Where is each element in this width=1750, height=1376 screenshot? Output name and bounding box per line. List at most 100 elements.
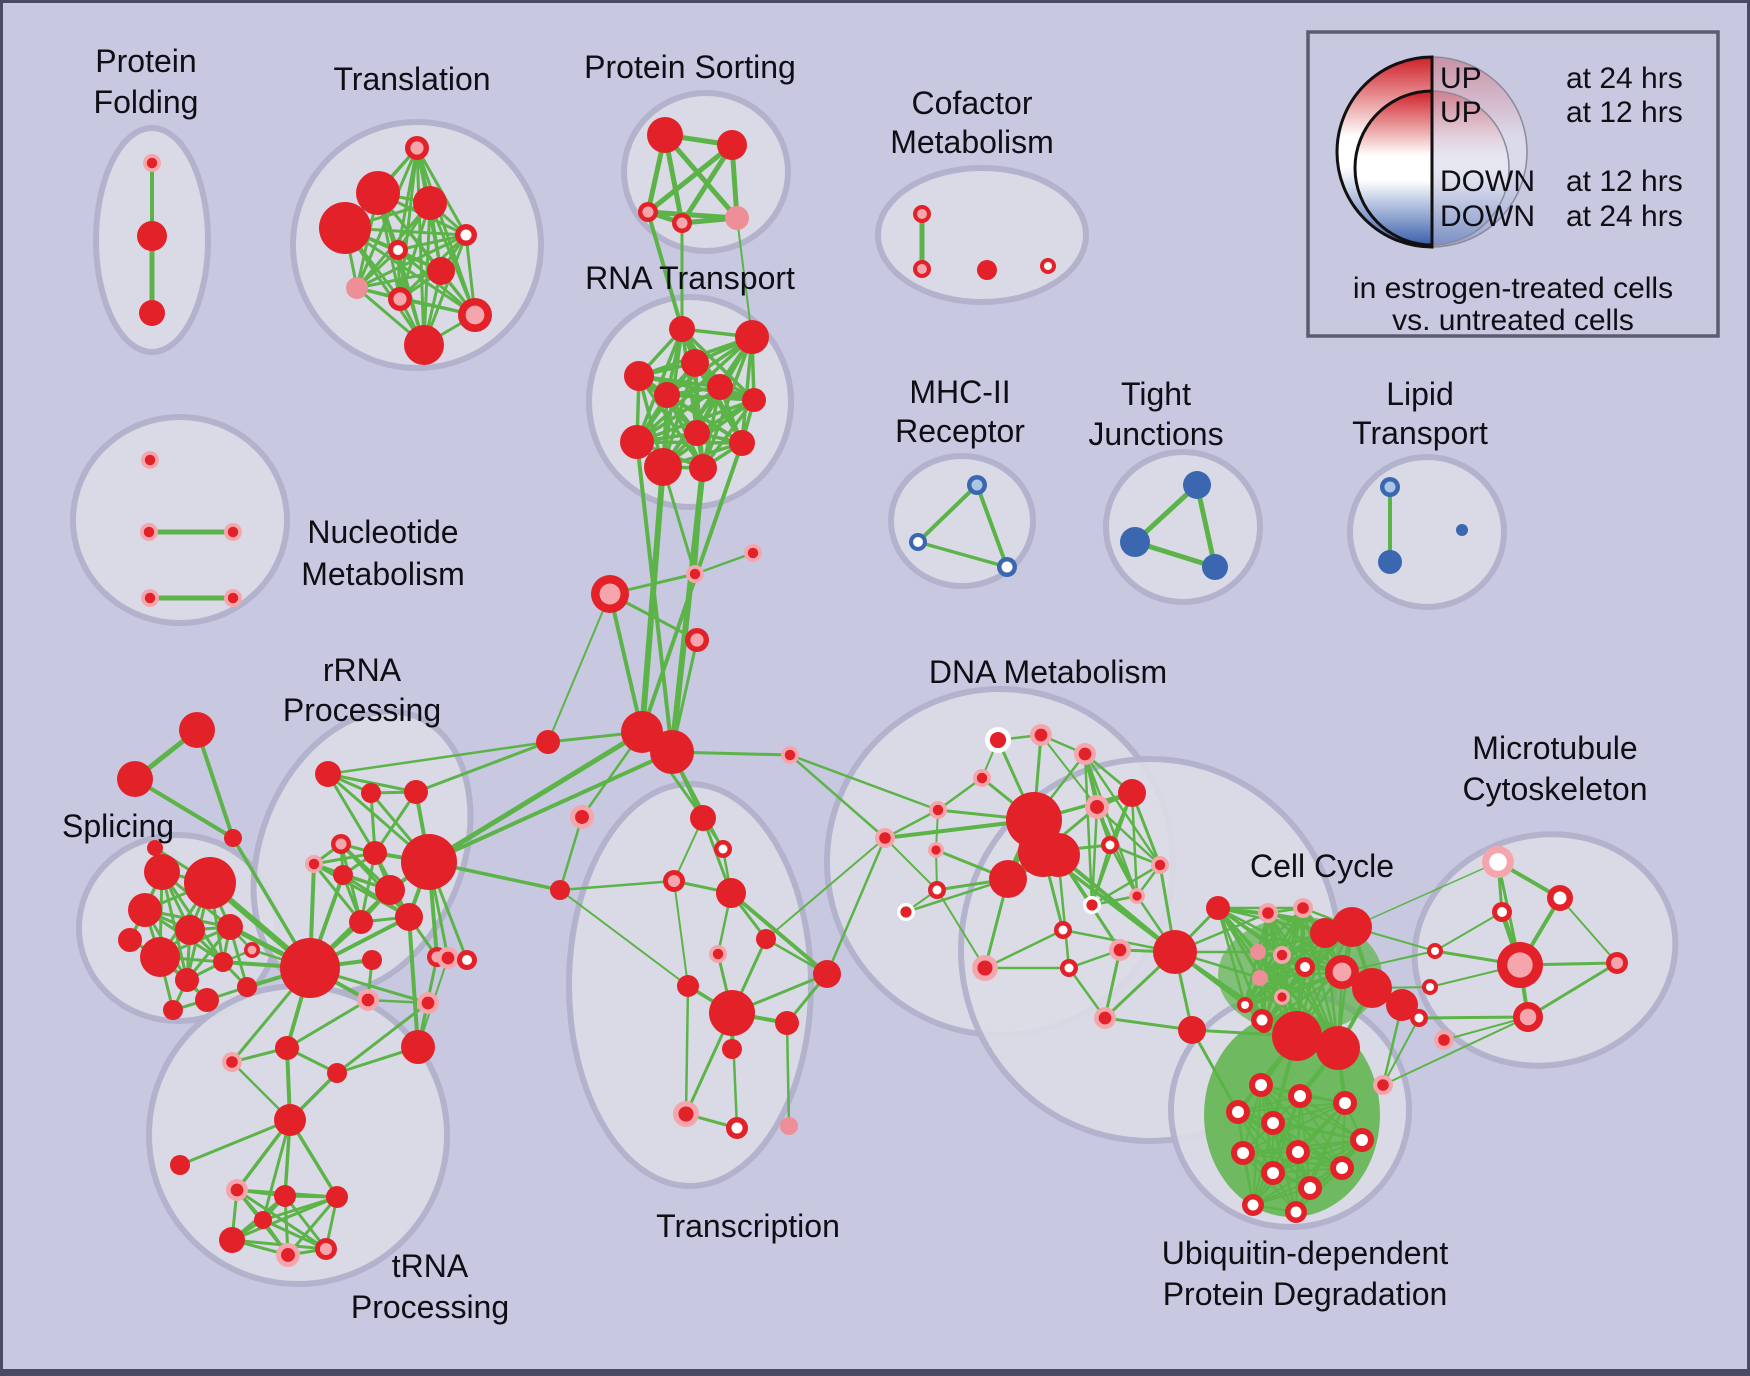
node-t5 (455, 224, 477, 246)
node-inner-u11 (1304, 1182, 1316, 1194)
node-k6 (1036, 833, 1080, 877)
edge-g9-x5 (426, 729, 645, 865)
node-outer-a2 (117, 761, 153, 797)
edge-s3-r1 (646, 210, 684, 331)
edge-x9-n7 (559, 889, 689, 987)
edge-b1-b2 (916, 483, 979, 544)
node-inner-u14 (1290, 1206, 1302, 1218)
node-d4 (973, 769, 991, 787)
cluster-label-microtubule-cytoskeleton-line1: Microtubule (1472, 730, 1637, 766)
node-m4 (1427, 943, 1443, 959)
node-pf2 (137, 221, 167, 251)
node-outer-g11 (395, 903, 423, 931)
node-inner-s4 (676, 217, 688, 229)
node-outer-p9 (118, 928, 142, 952)
node-g8 (375, 875, 405, 905)
node-outer-n1 (690, 805, 716, 831)
node-n3 (663, 870, 685, 892)
edge-x11-n5 (765, 837, 886, 940)
node-outer-k11 (1153, 930, 1197, 974)
node-outer-r8 (684, 420, 710, 446)
node-outer-k6 (1036, 833, 1080, 877)
edge-r1-r6 (680, 327, 756, 402)
node-x9 (550, 880, 570, 900)
node-inner-b2 (913, 537, 923, 547)
node-x8 (570, 805, 594, 829)
legend-caption-line2: vs. untreated cells (1392, 304, 1634, 337)
node-d3 (1074, 743, 1096, 765)
node-x10 (781, 746, 799, 764)
node-k10 (1060, 959, 1078, 977)
node-m10 (1434, 1030, 1454, 1050)
node-d16 (972, 955, 998, 981)
node-inner-g15 (421, 996, 435, 1010)
node-p1 (144, 854, 180, 890)
node-inner-k22 (1332, 962, 1352, 982)
node-u7 (1350, 1128, 1374, 1152)
node-p8 (213, 952, 233, 972)
node-inner-u7 (1356, 1134, 1368, 1146)
node-outer-n9 (709, 990, 755, 1036)
edge-k31-m7 (1382, 1017, 1420, 1086)
cluster-mhc-ii-receptor (888, 453, 1036, 589)
node-inner-t5 (460, 229, 472, 241)
node-inner-k9 (1113, 943, 1127, 957)
edge-d16-d14 (936, 889, 986, 969)
node-pf3 (139, 300, 165, 326)
cluster-protein-sorting (621, 90, 791, 254)
node-p13 (147, 840, 163, 856)
node-inner-u12 (1336, 1162, 1348, 1174)
edge-t5-t6 (396, 233, 468, 252)
node-g11 (395, 903, 423, 931)
node-outer-d11 (989, 860, 1027, 898)
edge-r12-x5 (640, 441, 744, 734)
node-inner-m7 (1414, 1013, 1424, 1023)
node-inner-m10 (1438, 1034, 1450, 1046)
node-outer-s5 (725, 206, 749, 230)
node-outer-p8 (213, 952, 233, 972)
node-r10 (644, 448, 682, 486)
node-outer-b4 (1183, 471, 1211, 499)
node-m8 (1513, 1002, 1543, 1032)
node-outer-x9 (550, 880, 570, 900)
node-p11 (237, 977, 257, 997)
node-d7 (1118, 779, 1146, 807)
node-inner-u10 (1267, 1167, 1279, 1179)
node-k21 (1295, 957, 1315, 977)
node-inner-x4 (690, 633, 704, 647)
node-outer-t7 (427, 257, 455, 285)
edge-x11-n8 (825, 836, 887, 976)
edge-k12-k13 (1103, 1016, 1194, 1032)
edge-s5-r2 (736, 217, 753, 338)
node-u14 (1285, 1201, 1307, 1223)
node-outer-a3 (224, 829, 242, 847)
node-outer-g8 (375, 875, 405, 905)
node-outer-g7 (363, 841, 387, 865)
network-nodes (117, 117, 1628, 1267)
node-b3 (997, 557, 1017, 577)
node-inner-k24 (1277, 992, 1287, 1002)
node-t8 (346, 277, 368, 299)
edge-s1-s5 (662, 132, 740, 221)
node-k20 (1273, 946, 1291, 964)
node-inner-c2 (917, 264, 927, 274)
node-d8 (928, 842, 944, 858)
node-m7 (1410, 1009, 1428, 1027)
edge-k14-k25 (1216, 906, 1247, 1007)
node-outer-r12 (729, 430, 755, 456)
node-n10 (775, 1011, 799, 1035)
edge-d3-k5 (1083, 752, 1162, 867)
node-r7 (654, 382, 680, 408)
node-u2 (1249, 1073, 1273, 1097)
node-inner-b3 (1001, 561, 1013, 573)
edge-d6-k5 (1095, 805, 1162, 867)
cluster-label-nucleotide-metabolism-line2: Metabolism (301, 556, 465, 592)
node-inner-m3 (1497, 907, 1507, 917)
node-inner-n12 (678, 1106, 694, 1122)
node-d12 (1101, 836, 1119, 854)
node-outer-q3 (327, 1063, 347, 1083)
node-q12 (254, 1211, 272, 1229)
cluster-label-protein-folding-line1: Protein (95, 43, 196, 79)
node-inner-t6 (393, 245, 403, 255)
node-inner-m2 (1553, 891, 1567, 905)
